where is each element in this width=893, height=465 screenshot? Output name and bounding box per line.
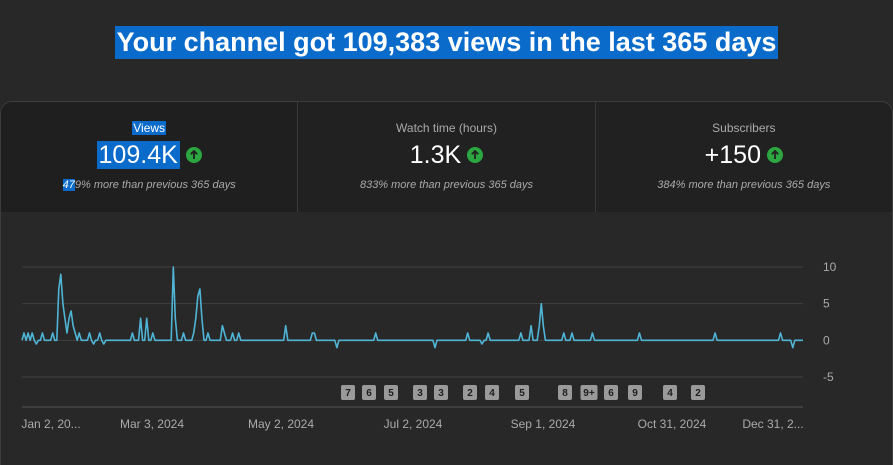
metric-change: 384% more than previous 365 days	[657, 179, 831, 191]
video-marker[interactable]: 7	[341, 385, 355, 400]
arrow-up-icon	[185, 147, 202, 163]
metric-label-text: Views	[132, 121, 167, 135]
metric-tab-views[interactable]: Views 109.4K 479% more than previous 365…	[1, 102, 299, 212]
x-tick-label: May 2, 2024	[248, 417, 314, 431]
metric-tab-watch-time[interactable]: Watch time (hours) 1.3K 833% more than p…	[298, 102, 596, 212]
x-tick-label: Dec 31, 2...	[742, 417, 803, 431]
video-marker-badge	[515, 385, 529, 400]
video-marker-label: 7	[345, 388, 351, 399]
metric-value: +150	[704, 141, 761, 169]
x-tick-label: Sep 1, 2024	[511, 417, 576, 431]
y-tick-label: 0	[823, 333, 830, 347]
video-marker-badge	[341, 385, 355, 400]
metric-value-row: +150	[596, 141, 892, 169]
video-marker[interactable]: 4	[663, 385, 677, 400]
metric-label: Views	[1, 121, 297, 135]
x-tick-label: Mar 3, 2024	[120, 417, 184, 431]
metric-change: 833% more than previous 365 days	[359, 179, 534, 191]
video-marker-badge	[434, 385, 448, 400]
page-headline: Your channel got 109,383 views in the la…	[114, 26, 779, 59]
video-marker[interactable]: 2	[463, 385, 477, 400]
arrow-up-icon	[766, 147, 783, 163]
video-marker-badge	[362, 385, 376, 400]
video-marker[interactable]: 3	[434, 385, 448, 400]
video-marker-label: 6	[608, 388, 614, 399]
metric-label: Watch time (hours)	[396, 121, 497, 135]
video-marker-badge	[663, 385, 677, 400]
analytics-panel: Views 109.4K 479% more than previous 365…	[0, 101, 893, 465]
x-tick-label: Jul 2, 2024	[384, 417, 443, 431]
video-marker-badge	[691, 385, 705, 400]
video-marker-label: 4	[667, 388, 673, 399]
y-tick-label: -5	[823, 370, 834, 384]
video-marker[interactable]: 5	[515, 385, 529, 400]
video-marker-badge	[463, 385, 477, 400]
video-marker-badge	[580, 385, 598, 400]
video-marker[interactable]: 3	[413, 385, 427, 400]
arrow-up-icon	[467, 147, 484, 163]
video-marker-badge	[628, 385, 642, 400]
video-marker[interactable]: 4	[485, 385, 499, 400]
video-marker[interactable]: 6	[362, 385, 376, 400]
video-marker[interactable]: 9+	[580, 385, 598, 400]
video-marker-label: 9	[632, 388, 638, 399]
video-marker-label: 4	[489, 388, 495, 399]
metric-label: Subscribers	[712, 121, 776, 135]
video-marker[interactable]: 2	[691, 385, 705, 400]
video-marker-badge	[558, 385, 572, 400]
x-tick-label: Jan 2, 20...	[21, 417, 80, 431]
video-marker[interactable]: 8	[558, 385, 572, 400]
video-marker-badge	[384, 385, 398, 400]
headline-container: Your channel got 109,383 views in the la…	[0, 26, 893, 59]
video-marker-label: 5	[388, 388, 394, 399]
metric-tab-subscribers[interactable]: Subscribers +150 384% more than previous…	[595, 102, 892, 212]
video-marker-label: 5	[519, 388, 525, 399]
metric-value-row: 1.3K	[298, 141, 594, 169]
video-marker-label: 3	[438, 388, 444, 399]
metric-tabs: Views 109.4K 479% more than previous 365…	[1, 102, 892, 212]
video-marker-badge	[485, 385, 499, 400]
video-marker[interactable]: 6	[604, 385, 618, 400]
video-marker[interactable]: 9	[628, 385, 642, 400]
video-marker-label: 8	[562, 388, 568, 399]
video-marker-label: 2	[467, 388, 473, 399]
metric-value: 1.3K	[409, 141, 462, 169]
metric-value-row: 109.4K	[1, 141, 297, 169]
video-marker-label: 9+	[583, 388, 595, 399]
video-marker[interactable]: 5	[384, 385, 398, 400]
video-marker-label: 2	[695, 388, 701, 399]
video-marker-badge	[604, 385, 618, 400]
x-tick-label: Oct 31, 2024	[638, 417, 707, 431]
metric-change: 479% more than previous 365 days	[1, 178, 297, 192]
views-series-line[interactable]	[21, 266, 803, 349]
y-tick-label: 10	[823, 260, 837, 274]
video-marker-badge	[413, 385, 427, 400]
metric-change-highlight: 47	[62, 179, 75, 191]
metric-value: 109.4K	[96, 141, 180, 169]
video-marker-label: 3	[417, 388, 423, 399]
video-marker-label: 6	[366, 388, 372, 399]
metric-change-rest: 9% more than previous 365 days	[74, 179, 236, 191]
y-tick-label: 5	[823, 297, 830, 311]
